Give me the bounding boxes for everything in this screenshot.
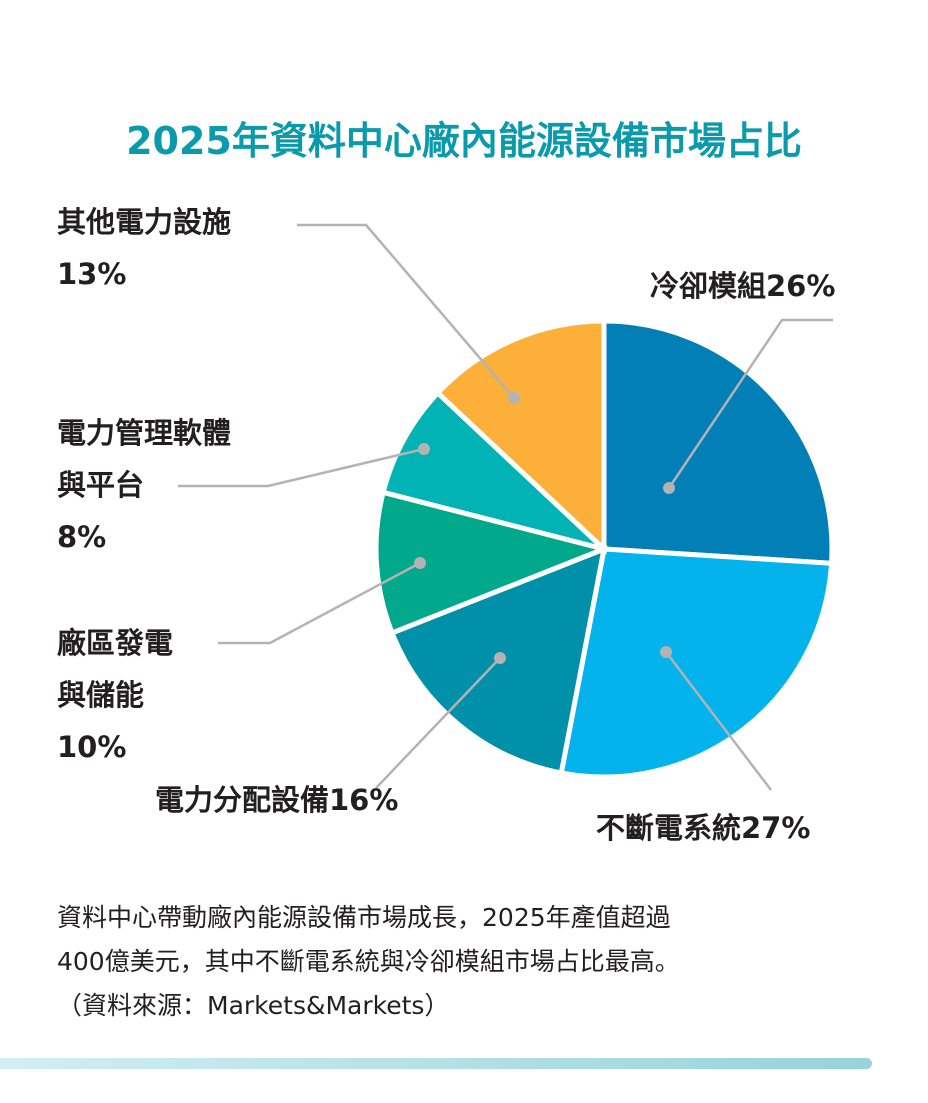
label-cooling: 冷卻模組26% (650, 269, 836, 303)
leader-line (375, 657, 501, 789)
label-ups: 不斷電系統27% (596, 811, 811, 845)
leader-line (178, 447, 425, 488)
leader-dot (663, 482, 675, 494)
label-other: 其他電力設施 13% (57, 196, 231, 300)
label-software: 電力管理軟體 與平台 8% (57, 407, 231, 563)
label-line: 其他電力設施 (57, 205, 232, 239)
leader-line (218, 561, 421, 645)
leader-dot (660, 646, 672, 658)
leader-line (667, 318, 833, 489)
leader-dot (414, 557, 426, 569)
label-line: 8% (57, 520, 107, 554)
label-line: 廠區發電 (57, 626, 174, 660)
note-line-2: 400億美元，其中不斷電系統與冷卻模組市場占比最高。 (57, 947, 680, 976)
chart-title: 2025年資料中心廠內能源設備市場占比 (126, 119, 802, 163)
leader-dot (418, 443, 430, 455)
pie-slice (601, 318, 835, 566)
leader-line (665, 651, 772, 791)
bottom-decorative-bar (0, 1058, 872, 1069)
source-line: （資料來源：Markets&Markets） (57, 991, 450, 1020)
pie-slice (373, 489, 613, 637)
label-line: 13% (57, 257, 127, 291)
footnote: 資料中心帶動廠內能源設備市場成長，2025年產值超過 400億美元，其中不斷電系… (57, 896, 680, 1028)
label-line: 10% (57, 730, 127, 764)
label-distribution: 電力分配設備16% (155, 783, 399, 817)
label-line: 與平台 (57, 468, 145, 502)
pie-slice (380, 389, 606, 552)
leader-line (297, 223, 515, 399)
label-line: 電力管理軟體 (57, 416, 232, 450)
leader-dot (508, 392, 520, 404)
label-line: 與儲能 (57, 678, 145, 712)
label-generation: 廠區發電 與儲能 10% (57, 617, 173, 773)
note-line-1: 資料中心帶動廠內能源設備市場成長，2025年產值超過 (57, 903, 671, 932)
leader-dot (494, 652, 506, 664)
pie-slice (558, 546, 835, 780)
pie-slice (434, 318, 607, 555)
